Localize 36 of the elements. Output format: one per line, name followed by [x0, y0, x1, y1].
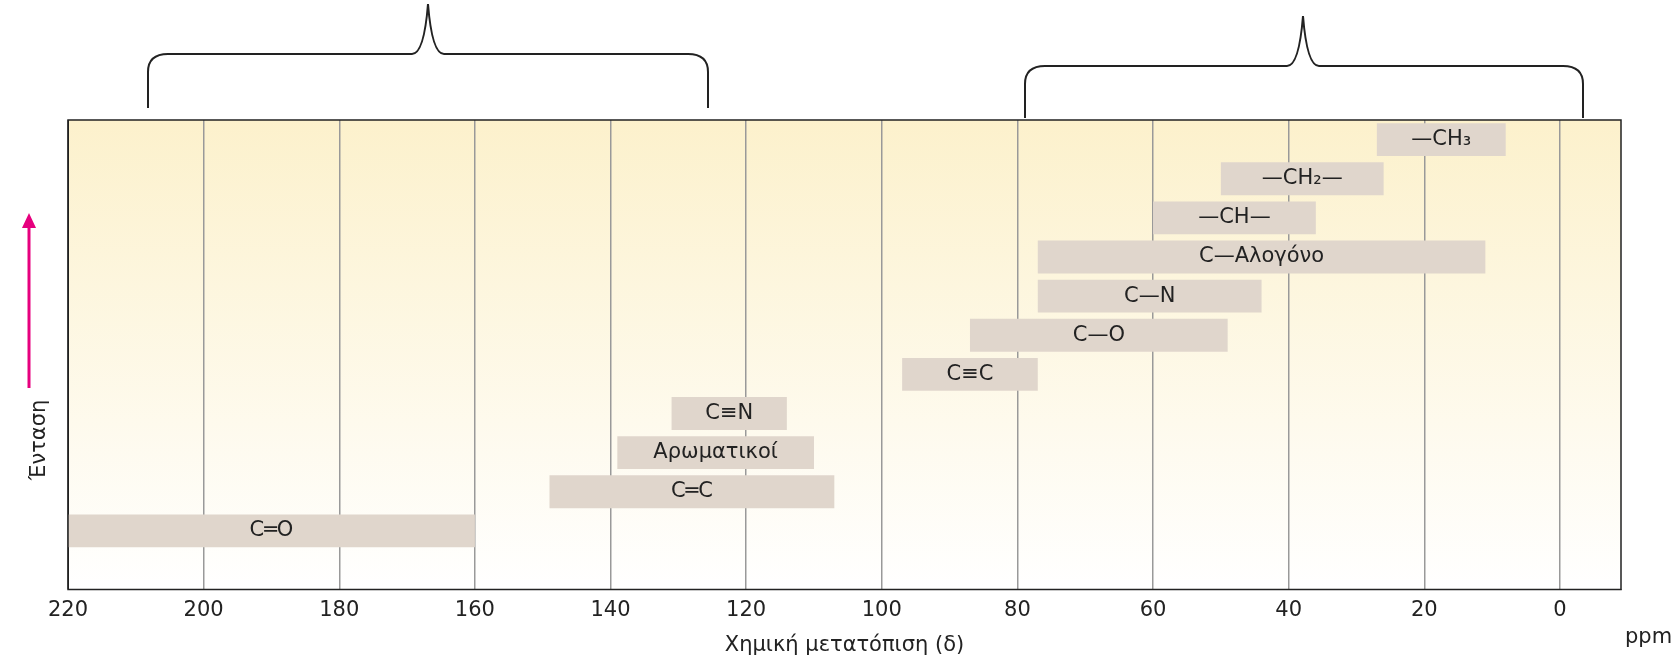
y-tick-label: C—Αλογόνο: [1198, 243, 1325, 268]
bar: [1037, 279, 1262, 313]
x-tick-label: 20: [1410, 596, 1438, 621]
bar: [1220, 162, 1384, 196]
x-tick-label: 100: [861, 596, 902, 621]
x-tick-label: 80: [1004, 596, 1031, 621]
y-tick-label: C≡C: [946, 360, 994, 385]
x-tick-label: 0: [1553, 596, 1567, 621]
y-axis-title: Ένταση: [26, 399, 51, 482]
x-tick-label: 160: [454, 596, 495, 621]
y-tick-label: C—N: [1123, 282, 1176, 307]
text: ppm: [1625, 624, 1673, 649]
x-tick-label: 200: [183, 596, 224, 621]
x-tick-label: 180: [319, 596, 360, 621]
y-tick-label: —CH₃: [1411, 126, 1472, 151]
x-tick-label: 60: [1139, 596, 1167, 621]
bar: [671, 397, 787, 430]
bar: [969, 318, 1228, 352]
x-tick-label: 220: [47, 596, 89, 621]
y-tick-label: C═C: [670, 478, 713, 503]
bar: [1037, 240, 1486, 274]
bar: [1153, 201, 1316, 235]
x-tick-label: 120: [726, 596, 767, 621]
y-tick-label: C—O: [1072, 321, 1125, 346]
y-tick-label: C═O: [249, 517, 294, 542]
y-tick-label: —CH—: [1198, 204, 1271, 229]
x-tick-label: 40: [1275, 596, 1303, 621]
bar: [68, 514, 475, 548]
bar: [902, 357, 1038, 391]
x-tick-label: 140: [590, 596, 631, 621]
y-tick-label: Αρωματικοί: [653, 439, 778, 464]
bar: [1376, 123, 1506, 156]
bar: [549, 475, 835, 509]
x-axis-title: Χημική μετατόπιση (δ): [724, 631, 965, 656]
y-tick-label: C≡N: [705, 399, 754, 424]
y-tick-label: —CH₂—: [1261, 165, 1343, 190]
